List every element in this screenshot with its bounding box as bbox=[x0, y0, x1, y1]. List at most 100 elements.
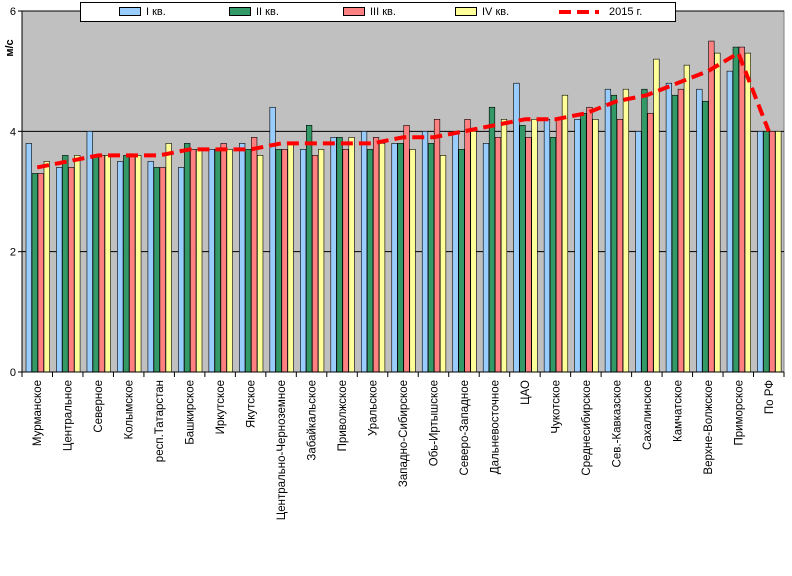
x-tick-label: По РФ bbox=[764, 380, 776, 414]
bar-2-21 bbox=[641, 88, 648, 373]
bar-3-25 bbox=[769, 131, 776, 373]
bar-3-24 bbox=[738, 46, 745, 373]
bar-4-24 bbox=[744, 52, 751, 373]
bar-1-7 bbox=[208, 149, 215, 373]
bar-2-3 bbox=[92, 155, 99, 373]
bar-3-6 bbox=[190, 149, 197, 373]
bar-1-2 bbox=[56, 167, 63, 373]
bar-4-12 bbox=[378, 143, 386, 373]
bar-4-19 bbox=[592, 119, 599, 373]
bar-1-6 bbox=[178, 167, 185, 373]
x-tick-label: Якутское bbox=[246, 380, 258, 428]
bar-1-24 bbox=[726, 70, 733, 373]
x-tick-label: Северное bbox=[93, 380, 105, 433]
bar-1-17 bbox=[513, 82, 520, 373]
bar-3-16 bbox=[494, 137, 502, 373]
x-tick-label: ЦАО bbox=[520, 380, 532, 405]
bar-3-5 bbox=[159, 167, 166, 373]
legend-swatch-q4 bbox=[455, 7, 477, 16]
bar-4-14 bbox=[439, 155, 447, 373]
x-tick-label: Чукотское bbox=[550, 380, 562, 434]
bar-1-11 bbox=[330, 137, 337, 373]
bar-1-12 bbox=[360, 131, 368, 373]
bar-3-21 bbox=[647, 112, 654, 373]
bar-1-5 bbox=[147, 161, 154, 373]
bar-3-8 bbox=[251, 137, 258, 373]
x-tick-label: Мурманское bbox=[32, 380, 44, 446]
bar-4-10 bbox=[318, 149, 325, 373]
legend-swatch-q2 bbox=[229, 7, 251, 16]
y-tick-label: 4 bbox=[10, 126, 16, 138]
legend-swatch-q3 bbox=[343, 7, 365, 16]
x-tick-label: Камчатское bbox=[672, 380, 684, 442]
bar-2-5 bbox=[153, 167, 160, 373]
bar-4-1 bbox=[43, 161, 50, 373]
bar-3-7 bbox=[220, 143, 227, 373]
bar-2-7 bbox=[214, 149, 221, 373]
bar-4-20 bbox=[622, 88, 630, 373]
legend-label-q1: I кв. bbox=[146, 6, 166, 18]
x-tick-label: Колымское bbox=[124, 380, 136, 439]
bar-1-23 bbox=[696, 88, 703, 373]
bar-3-18 bbox=[555, 119, 563, 373]
x-tick-label: Дальневосточное bbox=[489, 380, 501, 474]
bar-4-4 bbox=[135, 155, 142, 373]
bar-1-1 bbox=[25, 143, 32, 373]
bar-2-11 bbox=[336, 137, 343, 373]
bar-4-11 bbox=[348, 137, 355, 373]
bar-2-6 bbox=[184, 143, 191, 373]
bar-4-6 bbox=[196, 149, 203, 373]
y-axis-label: м/с bbox=[4, 39, 16, 56]
bar-2-25 bbox=[763, 131, 770, 373]
bar-4-22 bbox=[683, 64, 690, 373]
x-tick-label: Сев.-Кавказское bbox=[611, 380, 623, 467]
bar-2-13 bbox=[397, 143, 404, 373]
x-tick-label: Центрально-Черноземное bbox=[276, 380, 288, 520]
x-tick-label: Сахалинское bbox=[642, 380, 654, 450]
bar-2-8 bbox=[245, 149, 252, 373]
bar-1-3 bbox=[86, 131, 93, 373]
bar-2-19 bbox=[580, 112, 587, 373]
bar-4-18 bbox=[561, 94, 569, 373]
bar-4-8 bbox=[257, 155, 264, 373]
bar-4-25 bbox=[775, 131, 782, 373]
bar-2-16 bbox=[488, 106, 496, 373]
bar-4-16 bbox=[500, 119, 508, 373]
bar-1-25 bbox=[757, 131, 764, 373]
bar-2-10 bbox=[306, 125, 313, 373]
x-tick-label: респ.Татарстан bbox=[154, 380, 166, 462]
bar-1-8 bbox=[239, 143, 246, 373]
bar-3-13 bbox=[403, 125, 410, 373]
y-tick-label: 2 bbox=[10, 247, 16, 259]
bar-3-15 bbox=[464, 119, 471, 373]
x-tick-label: Северо-Западное bbox=[459, 380, 471, 476]
bar-2-24 bbox=[732, 46, 739, 373]
bar-1-22 bbox=[665, 82, 672, 373]
y-tick-label: 6 bbox=[10, 6, 16, 18]
bar-3-12 bbox=[372, 137, 380, 373]
bar-2-14 bbox=[427, 143, 435, 373]
bar-1-13 bbox=[391, 143, 398, 373]
x-tick-label: Приморское bbox=[733, 380, 745, 446]
bar-2-9 bbox=[275, 149, 282, 373]
bar-3-4 bbox=[129, 155, 136, 373]
legend: I кв. II кв. III кв. IV кв. 2015 г. bbox=[80, 2, 676, 22]
bar-4-13 bbox=[409, 149, 416, 373]
bar-2-17 bbox=[519, 125, 526, 373]
x-tick-label: Центральное bbox=[63, 380, 75, 451]
x-tick-label: Забайкальское bbox=[307, 380, 319, 461]
bar-1-10 bbox=[300, 149, 307, 373]
x-tick-label: Уральское bbox=[368, 380, 380, 436]
bar-1-21 bbox=[635, 131, 642, 373]
bar-2-1 bbox=[31, 173, 38, 373]
bar-3-1 bbox=[37, 173, 44, 373]
bar-2-20 bbox=[610, 94, 618, 373]
bar-3-17 bbox=[525, 137, 532, 373]
bar-3-19 bbox=[586, 106, 593, 373]
bar-1-16 bbox=[482, 143, 490, 373]
bar-4-17 bbox=[531, 119, 538, 373]
bar-2-4 bbox=[123, 155, 130, 373]
trend-line-2015 bbox=[36, 51, 771, 170]
legend-label-q3: III кв. bbox=[370, 6, 396, 18]
legend-label-q2: II кв. bbox=[256, 6, 279, 18]
